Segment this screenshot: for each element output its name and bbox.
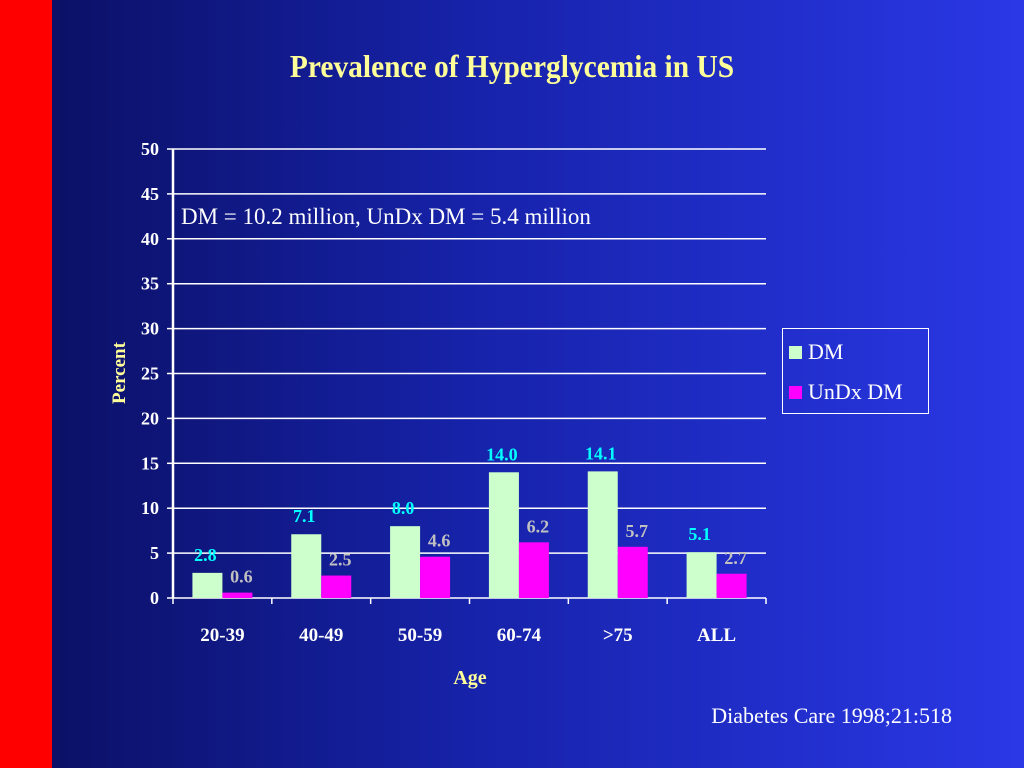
bar-dm — [488, 472, 519, 598]
source-citation: Diabetes Care 1998;21:518 — [711, 703, 952, 728]
y-tick-label: 40 — [141, 229, 159, 249]
data-label-undx-dm: 4.6 — [428, 531, 451, 551]
y-tick-label: 30 — [141, 319, 159, 339]
y-tick-label: 35 — [141, 274, 159, 294]
bar-dm — [587, 471, 618, 598]
y-tick-label: 10 — [141, 498, 159, 518]
accent-band — [0, 0, 52, 768]
data-label-dm: 5.1 — [688, 524, 711, 544]
data-label-dm: 2.8 — [194, 545, 217, 565]
data-label-dm: 8.0 — [392, 498, 415, 518]
slide-title: Prevalence of Hyperglycemia in US — [289, 48, 735, 84]
data-label-undx-dm: 2.7 — [724, 548, 747, 568]
x-tick-label: 60-74 — [497, 625, 542, 646]
y-tick-label: 15 — [141, 453, 159, 473]
legend-item-dm: DM — [789, 339, 843, 365]
x-tick-label: ALL — [697, 625, 736, 646]
x-axis-label: Age — [453, 667, 487, 689]
data-label-dm: 14.0 — [486, 444, 518, 464]
legend-label-dm: DM — [808, 339, 844, 364]
y-tick-label: 50 — [141, 139, 159, 159]
bar-undx-dm — [222, 592, 253, 598]
y-tick-label: 45 — [141, 184, 159, 204]
bar-dm — [686, 552, 717, 598]
y-tick-label: 25 — [141, 364, 159, 384]
bar-undx-dm — [716, 573, 747, 598]
legend-swatch-undx-dm — [789, 385, 802, 399]
y-tick-label: 5 — [150, 543, 159, 563]
chart-annotation: DM = 10.2 million, UnDx DM = 5.4 million — [181, 204, 591, 229]
y-tick-label: 0 — [150, 588, 159, 608]
legend-swatch-dm — [789, 345, 802, 359]
legend-item-undx-dm: UnDx DM — [789, 379, 903, 405]
bar-undx-dm — [518, 542, 549, 598]
data-label-dm: 7.1 — [293, 506, 316, 526]
bar-dm — [291, 534, 322, 598]
bar-dm — [390, 526, 421, 598]
bar-dm — [192, 572, 223, 598]
y-tick-label: 20 — [141, 408, 159, 428]
data-label-undx-dm: 2.5 — [329, 550, 352, 570]
x-tick-label: 50-59 — [398, 625, 442, 646]
bar-undx-dm — [321, 575, 352, 598]
x-tick-label: 20-39 — [200, 625, 244, 646]
legend-label-undx-dm: UnDx DM — [808, 379, 903, 404]
y-axis-label: Percent — [109, 342, 130, 404]
data-label-undx-dm: 5.7 — [626, 521, 649, 541]
chart-legend: DM UnDx DM — [782, 328, 929, 414]
bar-undx-dm — [617, 546, 648, 598]
data-label-undx-dm: 0.6 — [230, 567, 253, 587]
data-label-dm: 14.1 — [585, 443, 617, 463]
data-label-undx-dm: 6.2 — [527, 516, 550, 536]
x-tick-label: >75 — [603, 625, 633, 646]
x-tick-label: 40-49 — [299, 625, 343, 646]
bar-undx-dm — [420, 556, 451, 598]
